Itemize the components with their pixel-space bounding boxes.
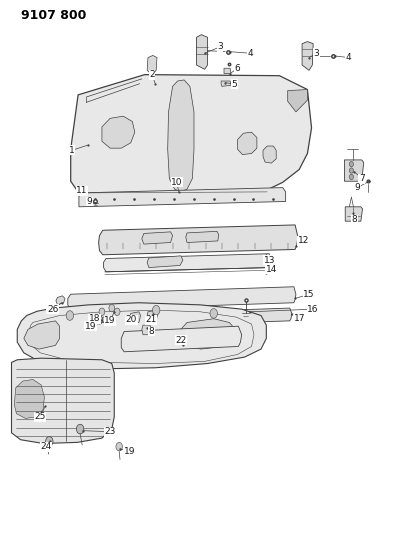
Circle shape — [66, 311, 74, 320]
Text: 10: 10 — [171, 178, 182, 187]
Text: 1: 1 — [69, 146, 75, 155]
Text: 3: 3 — [314, 49, 319, 58]
Polygon shape — [14, 379, 44, 418]
Polygon shape — [68, 287, 296, 310]
Circle shape — [46, 437, 53, 446]
Circle shape — [210, 309, 217, 318]
Polygon shape — [221, 81, 231, 86]
Polygon shape — [224, 68, 231, 74]
Text: 3: 3 — [217, 43, 223, 51]
Text: 26: 26 — [47, 305, 58, 313]
Circle shape — [152, 305, 160, 315]
Text: 19: 19 — [124, 448, 135, 456]
Polygon shape — [24, 321, 60, 349]
Circle shape — [96, 316, 103, 324]
Text: 15: 15 — [303, 290, 315, 298]
Polygon shape — [104, 254, 271, 272]
Polygon shape — [79, 187, 87, 196]
Text: 8: 8 — [351, 215, 357, 224]
Polygon shape — [345, 207, 363, 221]
Text: 9: 9 — [355, 183, 360, 192]
Polygon shape — [147, 256, 183, 268]
Polygon shape — [12, 358, 114, 443]
Circle shape — [349, 174, 353, 180]
Text: 25: 25 — [35, 413, 46, 421]
Circle shape — [349, 161, 353, 167]
Polygon shape — [302, 42, 313, 70]
Text: 20: 20 — [126, 316, 137, 324]
Text: 9: 9 — [87, 197, 92, 206]
Text: 11: 11 — [76, 187, 88, 195]
Text: 4: 4 — [346, 53, 351, 62]
Polygon shape — [288, 90, 307, 112]
Polygon shape — [196, 35, 208, 69]
Polygon shape — [263, 146, 276, 163]
Text: 8: 8 — [148, 327, 154, 336]
Text: 23: 23 — [104, 427, 116, 436]
Polygon shape — [180, 319, 236, 349]
Text: 17: 17 — [293, 314, 305, 323]
Circle shape — [102, 317, 107, 323]
Text: 7: 7 — [359, 174, 365, 183]
Polygon shape — [121, 326, 242, 352]
Polygon shape — [129, 312, 141, 324]
Text: 2: 2 — [149, 70, 155, 79]
Text: 18: 18 — [89, 314, 100, 323]
Polygon shape — [186, 231, 219, 243]
Text: 13: 13 — [263, 256, 275, 264]
Polygon shape — [142, 232, 173, 244]
Polygon shape — [102, 116, 135, 148]
Polygon shape — [17, 303, 266, 369]
Polygon shape — [142, 325, 151, 335]
Text: 5: 5 — [231, 80, 237, 88]
Polygon shape — [69, 308, 292, 328]
Text: 19: 19 — [85, 322, 96, 330]
Circle shape — [349, 168, 353, 173]
Polygon shape — [344, 160, 364, 181]
Text: 22: 22 — [175, 336, 187, 344]
Text: 16: 16 — [307, 305, 319, 313]
Text: 9107 800: 9107 800 — [21, 10, 86, 22]
Circle shape — [116, 442, 122, 451]
Polygon shape — [56, 296, 65, 305]
Circle shape — [114, 308, 120, 316]
Polygon shape — [71, 75, 312, 204]
Text: 19: 19 — [104, 317, 116, 325]
Circle shape — [109, 304, 115, 312]
Circle shape — [76, 424, 84, 434]
Polygon shape — [79, 188, 286, 207]
Text: 6: 6 — [235, 64, 240, 72]
Polygon shape — [168, 80, 194, 192]
Text: 4: 4 — [248, 49, 254, 58]
Text: 21: 21 — [145, 316, 157, 324]
Text: 14: 14 — [266, 265, 277, 273]
Polygon shape — [99, 225, 298, 255]
Polygon shape — [147, 310, 158, 322]
Text: 12: 12 — [298, 237, 309, 245]
Polygon shape — [238, 132, 257, 155]
Text: 24: 24 — [40, 442, 52, 451]
Polygon shape — [147, 55, 157, 75]
Circle shape — [99, 308, 105, 316]
